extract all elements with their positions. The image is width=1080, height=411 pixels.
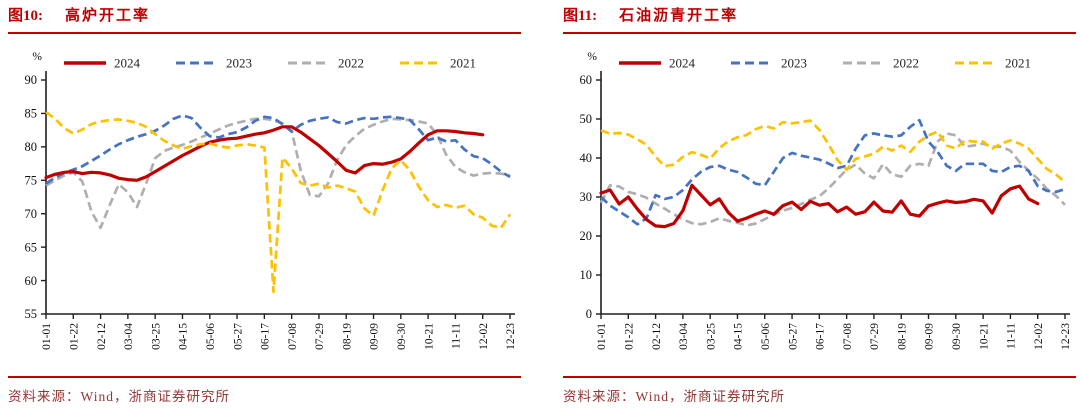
- svg-text:12-02: 12-02: [478, 323, 490, 350]
- svg-text:07-08: 07-08: [287, 323, 299, 350]
- svg-text:50: 50: [580, 112, 593, 126]
- svg-text:75: 75: [25, 173, 38, 187]
- figure-10-title: 高炉开工率: [65, 8, 151, 24]
- figure-11-number: 图11:: [563, 8, 598, 24]
- svg-text:10-21: 10-21: [423, 323, 435, 350]
- svg-text:%: %: [587, 51, 597, 63]
- svg-text:70: 70: [25, 207, 38, 221]
- svg-text:55: 55: [25, 307, 38, 321]
- svg-text:06-17: 06-17: [815, 323, 827, 350]
- figure-10-number: 图10:: [8, 8, 43, 24]
- source-text: 资料来源：Wind，浙商证券研究所: [8, 389, 230, 404]
- svg-text:03-04: 03-04: [123, 323, 135, 350]
- svg-text:05-27: 05-27: [787, 323, 799, 350]
- svg-text:09-09: 09-09: [369, 323, 381, 350]
- svg-text:03-25: 03-25: [705, 323, 717, 350]
- svg-text:01-01: 01-01: [596, 323, 608, 350]
- svg-text:2023: 2023: [226, 56, 252, 71]
- figure-11-chart-area: 0 10 20 30 40 50 60% 01-01 01-22 02-12 03-04 03-25 0…: [563, 34, 1076, 376]
- svg-text:11-11: 11-11: [1006, 323, 1018, 349]
- svg-text:08-19: 08-19: [896, 323, 908, 350]
- svg-text:30: 30: [580, 190, 593, 204]
- svg-text:09-09: 09-09: [924, 323, 936, 350]
- figure-10: 图10: 高炉开工率 55 60 65 70 75 80 85 90% 01-01 01-22 02-…: [8, 6, 521, 405]
- svg-text:06-17: 06-17: [260, 323, 272, 350]
- svg-text:2022: 2022: [338, 56, 364, 71]
- svg-text:05-06: 05-06: [760, 323, 772, 350]
- svg-text:02-12: 02-12: [96, 323, 108, 350]
- figure-10-source: 资料来源：Wind，浙商证券研究所: [8, 376, 521, 405]
- svg-text:03-04: 03-04: [678, 323, 690, 350]
- svg-text:09-30: 09-30: [396, 323, 408, 350]
- svg-text:01-22: 01-22: [68, 323, 80, 350]
- svg-text:40: 40: [580, 151, 593, 165]
- svg-text:04-15: 04-15: [178, 323, 190, 350]
- svg-text:%: %: [32, 51, 42, 63]
- svg-text:09-30: 09-30: [951, 323, 963, 350]
- svg-text:07-29: 07-29: [869, 323, 881, 350]
- svg-text:2024: 2024: [669, 56, 696, 71]
- svg-text:04-15: 04-15: [733, 323, 745, 350]
- svg-text:12-23: 12-23: [1060, 323, 1072, 350]
- svg-text:12-23: 12-23: [505, 323, 517, 350]
- svg-text:05-06: 05-06: [205, 323, 217, 350]
- svg-text:01-01: 01-01: [41, 323, 53, 350]
- svg-text:08-19: 08-19: [341, 323, 353, 350]
- figure-10-chart-area: 55 60 65 70 75 80 85 90% 01-01 01-22 02-12 03-04 03-…: [8, 34, 521, 376]
- svg-text:10-21: 10-21: [978, 323, 990, 350]
- figure-11-header: 图11: 石油沥青开工率: [563, 6, 1076, 34]
- svg-text:0: 0: [586, 307, 592, 321]
- svg-text:03-25: 03-25: [150, 323, 162, 350]
- figure-11-title: 石油沥青开工率: [619, 8, 739, 24]
- svg-text:11-11: 11-11: [451, 323, 463, 349]
- source-text: 资料来源：Wind，浙商证券研究所: [563, 389, 785, 404]
- svg-text:85: 85: [25, 107, 38, 121]
- blast-furnace-line-chart: 55 60 65 70 75 80 85 90% 01-01 01-22 02-12 03-04 03-…: [25, 51, 518, 350]
- svg-text:2023: 2023: [781, 56, 807, 71]
- svg-text:2021: 2021: [450, 56, 476, 71]
- svg-text:07-29: 07-29: [314, 323, 326, 350]
- svg-text:2022: 2022: [893, 56, 919, 71]
- figure-11-source: 资料来源：Wind，浙商证券研究所: [563, 376, 1076, 405]
- svg-text:02-12: 02-12: [651, 323, 663, 350]
- svg-text:80: 80: [25, 140, 38, 154]
- svg-text:12-02: 12-02: [1033, 323, 1045, 350]
- svg-text:10: 10: [580, 268, 593, 282]
- svg-text:60: 60: [580, 73, 593, 87]
- svg-text:2024: 2024: [114, 56, 141, 71]
- asphalt-line-chart: 0 10 20 30 40 50 60% 01-01 01-22 02-12 03-04 03-25 0…: [580, 51, 1073, 350]
- svg-text:07-08: 07-08: [842, 323, 854, 350]
- figure-10-header: 图10: 高炉开工率: [8, 6, 521, 34]
- svg-text:65: 65: [25, 240, 38, 254]
- svg-text:01-22: 01-22: [623, 323, 635, 350]
- svg-text:2021: 2021: [1005, 56, 1031, 71]
- svg-text:05-27: 05-27: [232, 323, 244, 350]
- figure-11: 图11: 石油沥青开工率 0 10 20 30 40 50 60% 01-01 01-22 02-1…: [563, 6, 1076, 405]
- svg-text:20: 20: [580, 229, 593, 243]
- svg-text:90: 90: [25, 73, 38, 87]
- svg-text:60: 60: [25, 274, 38, 288]
